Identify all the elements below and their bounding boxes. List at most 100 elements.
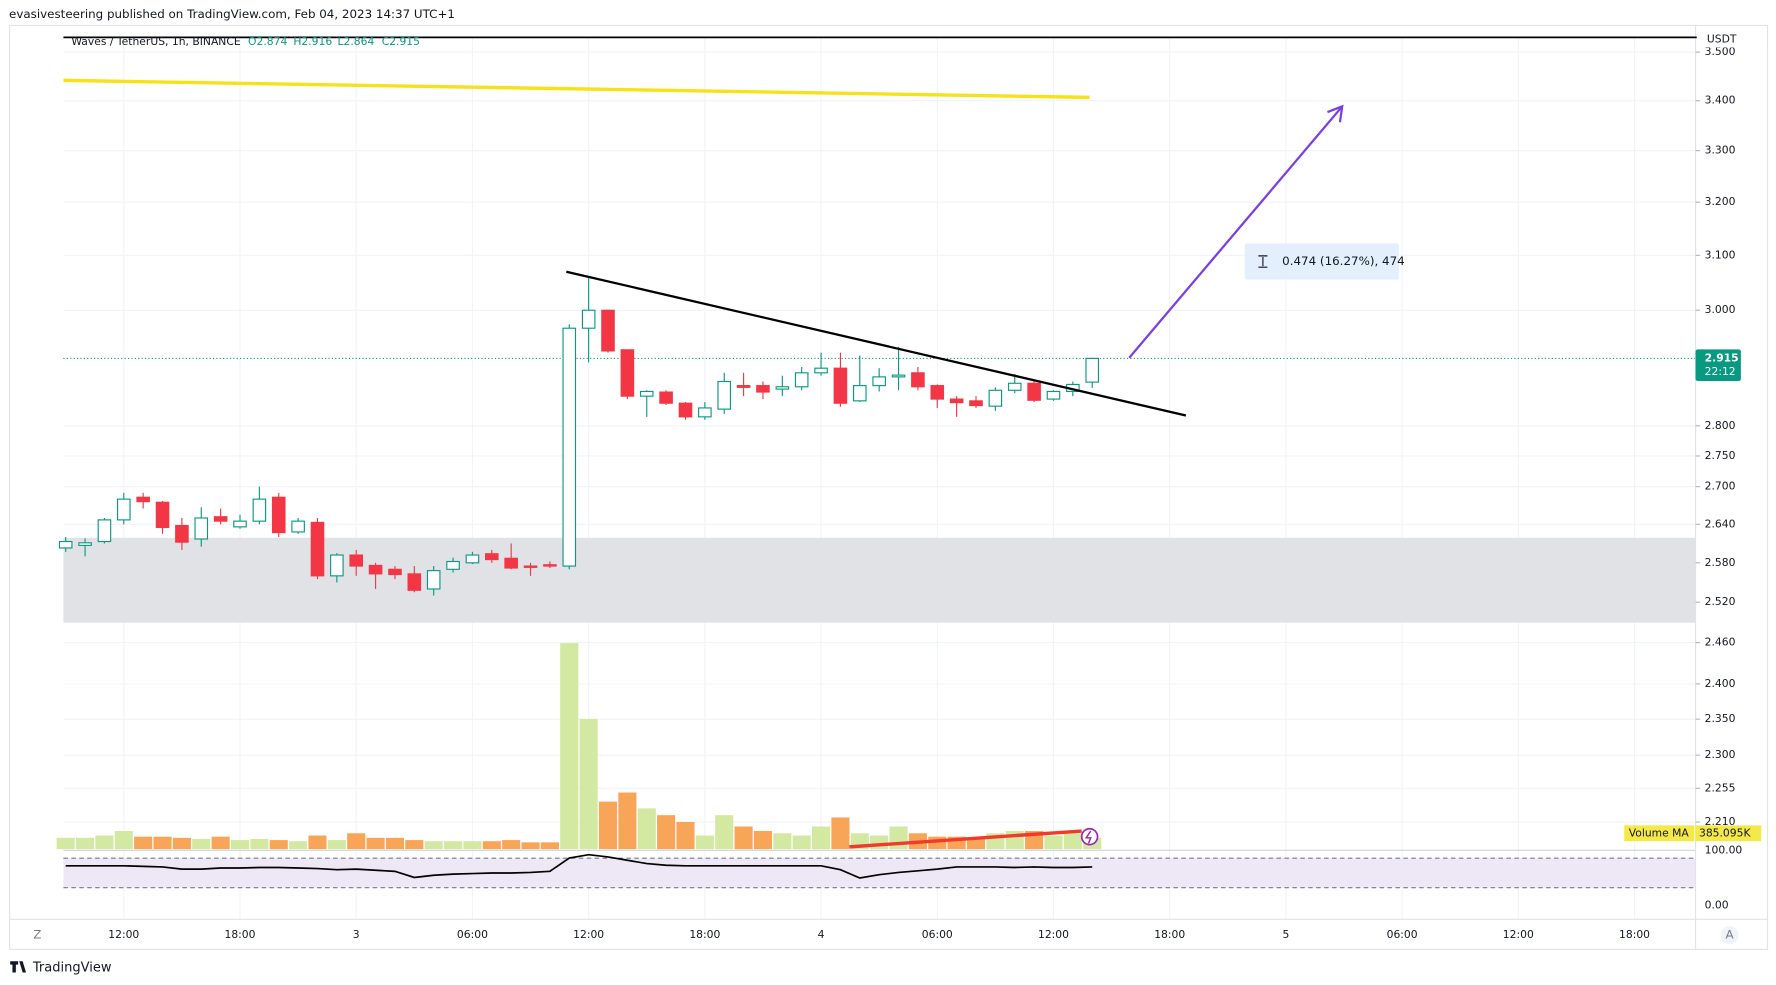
auto-button-bg[interactable]	[1720, 926, 1739, 945]
candle-body	[349, 554, 364, 567]
x-tick-label: 12:00	[108, 928, 139, 941]
candle-body	[58, 540, 73, 549]
publish-header: evasivesteering published on TradingView…	[9, 7, 455, 21]
y-tick-label: 3.000	[1705, 303, 1736, 316]
volume-bar	[753, 831, 773, 850]
volume-bar	[56, 837, 75, 850]
volume-ma-name: Volume MA	[1629, 826, 1690, 839]
volume-bar	[870, 835, 889, 850]
y-tick-label: 3.100	[1705, 248, 1736, 261]
measure-label: 0.474 (16.27%), 474	[1282, 254, 1405, 268]
candle-body	[930, 385, 945, 400]
support-zone	[63, 537, 1696, 623]
volume-layer	[56, 643, 1102, 850]
candle-body	[756, 385, 770, 393]
currency-box	[1696, 27, 1767, 48]
y-tick-label: 2.700	[1705, 480, 1736, 493]
symbol-name: Waves / TetherUS, 1h, BINANCE	[71, 35, 241, 48]
volume-bar	[598, 801, 618, 850]
volume-bar	[521, 842, 540, 850]
candle-body	[1007, 382, 1022, 391]
currency-label: USDT	[1707, 33, 1737, 46]
indicator-tick-bg	[1696, 898, 1765, 913]
measure-box	[1244, 243, 1399, 280]
indicator-tick-label: 100.00	[1705, 843, 1743, 856]
volume-bar	[347, 833, 366, 850]
y-tick-label: 3.500	[1705, 45, 1736, 58]
candle-body	[736, 385, 751, 388]
volume-bar	[192, 838, 211, 850]
volume-bar	[114, 831, 133, 850]
x-tick-label: 18:00	[689, 928, 720, 941]
candle-body	[1046, 390, 1061, 400]
volume-bar	[308, 835, 327, 850]
trend-line	[566, 270, 1187, 417]
volume-bar	[366, 837, 385, 850]
volume-bar	[811, 826, 831, 850]
volume-bar	[463, 841, 482, 850]
volume-bar	[695, 835, 714, 850]
candle-body	[872, 376, 886, 387]
label-layer: 3.500 3.400 3.300 3.200 3.100 3.000 2.800 2.750…	[108, 45, 1765, 941]
chart-frame	[9, 24, 1769, 950]
x-tick-label: 4	[818, 928, 825, 941]
candle-body	[310, 521, 325, 577]
candle-body	[465, 554, 480, 564]
y-tick-label: 2.460	[1705, 636, 1736, 649]
volume-bar	[424, 841, 443, 850]
volume-bar	[482, 841, 501, 850]
y-tick-label: 3.300	[1705, 144, 1736, 157]
alert-icon[interactable]	[1080, 827, 1099, 846]
volume-bar	[405, 840, 424, 850]
resistance-line	[63, 78, 1090, 100]
volume-bar	[734, 826, 753, 850]
candle-body	[794, 372, 809, 388]
measure-icon	[1258, 255, 1268, 268]
candle-body	[833, 367, 848, 404]
volume-bar	[250, 838, 269, 850]
candle-body	[678, 402, 693, 418]
volume-bar	[153, 836, 172, 850]
candle-body	[388, 568, 402, 576]
scale-button[interactable]: A	[1725, 928, 1734, 942]
candle-body	[1027, 382, 1041, 401]
candle-body	[291, 520, 305, 533]
volume-bar	[560, 643, 579, 850]
volume-bar	[831, 817, 850, 850]
candle-body	[136, 496, 150, 503]
candle-body	[252, 498, 267, 522]
y-tick-label: 2.800	[1705, 419, 1736, 432]
candle-layer	[58, 277, 1100, 879]
candle-body	[97, 519, 112, 543]
volume-bar	[95, 835, 114, 850]
y-tick-label: 2.520	[1705, 595, 1736, 608]
y-tick-label: 3.400	[1705, 94, 1736, 107]
volume-bar	[1044, 835, 1063, 850]
x-tick-label: 18:00	[1154, 928, 1185, 941]
candle-body	[601, 309, 615, 352]
candle-body	[368, 564, 383, 575]
candle-body	[969, 400, 983, 407]
candle-body	[446, 560, 460, 570]
candle-body	[155, 501, 170, 529]
candle-body	[911, 372, 925, 388]
candle-body	[949, 398, 964, 404]
candle-body	[485, 553, 499, 561]
volume-bar	[676, 821, 695, 850]
candle-body	[117, 498, 131, 521]
volume-trend-line	[849, 829, 1082, 849]
ohlc-low: L2.864	[338, 35, 375, 48]
y-tick-label: 2.350	[1705, 712, 1736, 725]
candle-body	[504, 557, 518, 569]
last-price-label: 2.915	[1705, 351, 1739, 364]
scale-button[interactable]: Z	[33, 928, 41, 942]
volume-ma-name-box	[1624, 825, 1695, 842]
y-tick-label: 2.210	[1705, 815, 1736, 828]
candle-body	[562, 327, 577, 567]
grid-layer	[63, 37, 1696, 920]
volume-bar	[502, 840, 521, 850]
candle-body	[426, 570, 441, 590]
x-tick-label: 12:00	[573, 928, 604, 941]
